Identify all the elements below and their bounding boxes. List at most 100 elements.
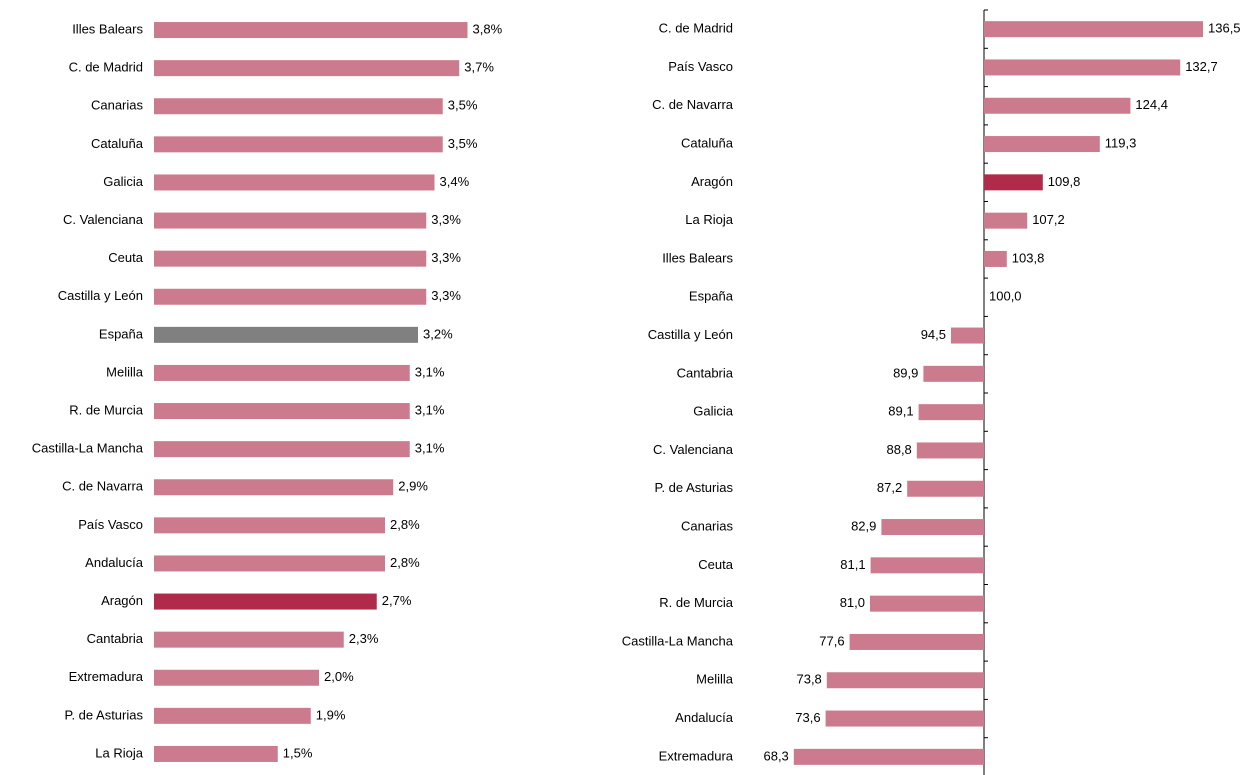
value-label: 107,2: [1032, 212, 1065, 227]
bar: [154, 631, 344, 648]
category-label: R. de Murcia: [69, 402, 143, 417]
bar: [154, 22, 468, 39]
bar: [154, 364, 410, 381]
value-label: 124,4: [1135, 97, 1168, 112]
category-label: Castilla y León: [58, 288, 143, 303]
value-label: 3,3%: [431, 212, 461, 227]
category-label: C. de Navarra: [652, 97, 734, 112]
bar: [154, 60, 460, 77]
category-label: Cataluña: [91, 136, 144, 151]
category-label: Cantabria: [87, 631, 144, 646]
value-label: 3,5%: [448, 98, 478, 113]
bar: [154, 745, 278, 762]
bar: [984, 97, 1131, 114]
bar: [951, 327, 984, 344]
bar: [984, 59, 1181, 76]
bar: [916, 442, 984, 459]
value-label: 2,7%: [382, 593, 412, 608]
value-label: 2,8%: [390, 517, 420, 532]
category-label: C. de Navarra: [62, 479, 144, 494]
category-label: Melilla: [106, 364, 144, 379]
value-label: 89,9: [893, 365, 918, 380]
category-label: Andalucía: [85, 555, 144, 570]
bar: [984, 174, 1043, 191]
bar: [984, 136, 1100, 153]
category-label: Extremadura: [659, 748, 734, 763]
value-label: 1,9%: [316, 707, 346, 722]
category-label: España: [99, 326, 144, 341]
value-label: 77,6: [819, 633, 844, 648]
bar: [984, 212, 1028, 229]
bar: [154, 669, 319, 686]
value-label: 2,0%: [324, 669, 354, 684]
value-label: 3,4%: [440, 174, 470, 189]
value-label: 81,1: [840, 557, 865, 572]
bar: [154, 593, 377, 610]
value-label: 2,3%: [349, 631, 379, 646]
bar: [870, 557, 984, 574]
value-label: 3,3%: [431, 250, 461, 265]
category-label: Galicia: [103, 174, 144, 189]
value-label: 132,7: [1185, 59, 1218, 74]
category-label: Canarias: [91, 98, 144, 113]
value-label: 87,2: [877, 480, 902, 495]
bar: [984, 250, 1007, 267]
bar: [154, 326, 418, 343]
category-label: Aragón: [101, 593, 143, 608]
bar: [154, 98, 443, 115]
bar: [154, 174, 435, 191]
bar: [154, 250, 427, 267]
bar: [154, 212, 427, 229]
value-label: 3,5%: [448, 136, 478, 151]
value-label: 3,2%: [423, 326, 453, 341]
category-label: País Vasco: [78, 517, 143, 532]
bar: [881, 519, 984, 536]
bar: [918, 404, 984, 421]
category-label: Extremadura: [69, 669, 144, 684]
bar: [793, 748, 984, 765]
category-label: C. Valenciana: [653, 442, 734, 457]
category-label: Castilla-La Mancha: [32, 441, 144, 456]
category-label: C. de Madrid: [69, 60, 143, 75]
value-label: 82,9: [851, 518, 876, 533]
category-label: Cataluña: [681, 135, 734, 150]
value-label: 100,0: [989, 289, 1022, 304]
bar: [154, 441, 410, 458]
category-label: La Rioja: [685, 212, 733, 227]
category-label: P. de Asturias: [64, 707, 143, 722]
value-label: 109,8: [1048, 174, 1081, 189]
value-label: 3,1%: [415, 441, 445, 456]
value-label: 136,5: [1208, 21, 1241, 36]
bar: [849, 633, 984, 650]
value-label: 68,3: [763, 748, 788, 763]
bar: [984, 21, 1203, 38]
category-label: R. de Murcia: [659, 595, 733, 610]
value-label: 81,0: [840, 595, 865, 610]
bar: [923, 365, 984, 382]
category-label: Castilla y León: [648, 327, 733, 342]
bar: [154, 517, 385, 534]
value-label: 3,1%: [415, 364, 445, 379]
category-label: Canarias: [681, 518, 734, 533]
bar: [825, 710, 984, 727]
category-label: C. de Madrid: [659, 21, 733, 36]
value-label: 94,5: [921, 327, 946, 342]
value-label: 3,3%: [431, 288, 461, 303]
category-label: Aragón: [691, 174, 733, 189]
category-label: Galicia: [693, 404, 734, 419]
category-label: Castilla-La Mancha: [622, 633, 734, 648]
category-label: España: [689, 289, 734, 304]
bar: [154, 288, 427, 305]
value-label: 2,8%: [390, 555, 420, 570]
value-label: 3,8%: [473, 21, 503, 36]
category-label: Melilla: [696, 672, 734, 687]
bar: [870, 595, 984, 612]
bar: [154, 555, 385, 572]
category-label: Andalucía: [675, 710, 734, 725]
category-label: Ceuta: [698, 557, 733, 572]
value-label: 88,8: [886, 442, 911, 457]
value-label: 3,7%: [464, 60, 494, 75]
bar: [907, 480, 984, 497]
bar: [826, 672, 984, 689]
category-label: País Vasco: [668, 59, 733, 74]
